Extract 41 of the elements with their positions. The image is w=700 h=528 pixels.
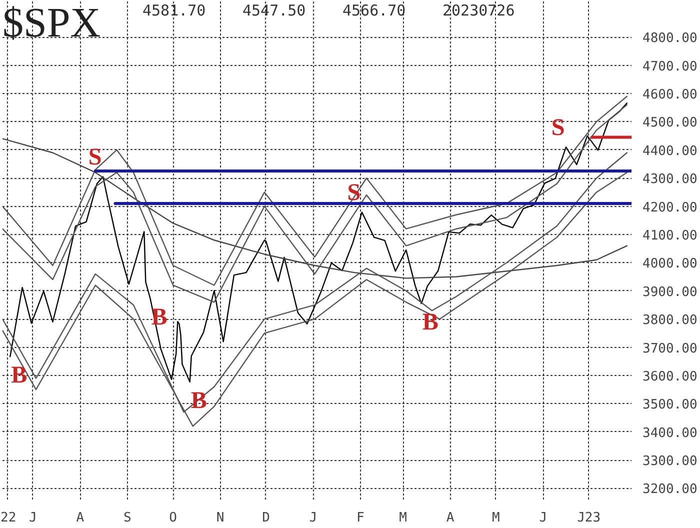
y-tick-label: 3700.00 [642,341,698,356]
x-tick-label: J23 [577,510,601,526]
y-tick-label: 4400.00 [642,144,698,159]
y-tick-label: 4300.00 [642,172,698,188]
x-tick-label: J [29,510,37,526]
x-tick-label: O [169,510,178,526]
annotation: 20230726 [442,2,515,20]
chart-title: $SPX [2,0,101,46]
y-tick-label: 3900.00 [642,284,698,300]
x-tick-label: J [539,510,548,526]
y-tick-label: 4600.00 [642,88,698,103]
x-tick-label: M [492,510,500,526]
line-series [2,138,628,279]
y-tick-label: 4500.00 [642,116,698,131]
y-tick-label: 3800.00 [642,313,698,328]
x-tick-label: J [309,510,318,526]
annotation: 4547.50 [242,2,306,20]
y-tick-label: 3200.00 [642,482,698,498]
x-tick-label: A [76,510,84,526]
y-tick-label: 4100.00 [642,228,698,244]
annotation: S [551,115,565,142]
annotation: S [88,144,102,171]
x-tick-label: A [446,510,454,526]
y-tick-label: 3500.00 [642,398,698,413]
x-tick-label: N [216,510,224,526]
x-tick-label: F [356,510,364,526]
y-tick-label: 3400.00 [642,426,698,441]
y-tick-label: 3300.00 [642,454,698,470]
x-tick-label: D [262,510,270,526]
annotation: B [11,362,28,389]
y-tick-label: 4000.00 [642,256,698,272]
y-tick-label: 4200.00 [642,200,698,216]
annotation: 4566.70 [342,2,406,20]
y-tick-label: 4700.00 [642,59,698,74]
x-tick-label: M [399,510,408,526]
y-tick-label: 4800.00 [642,31,698,46]
annotation: 4581.70 [142,2,206,20]
x-tick-label: S [123,510,132,526]
line-series [10,102,628,383]
x-tick-label: 22 [0,510,16,526]
y-tick-label: 3600.00 [642,369,698,384]
